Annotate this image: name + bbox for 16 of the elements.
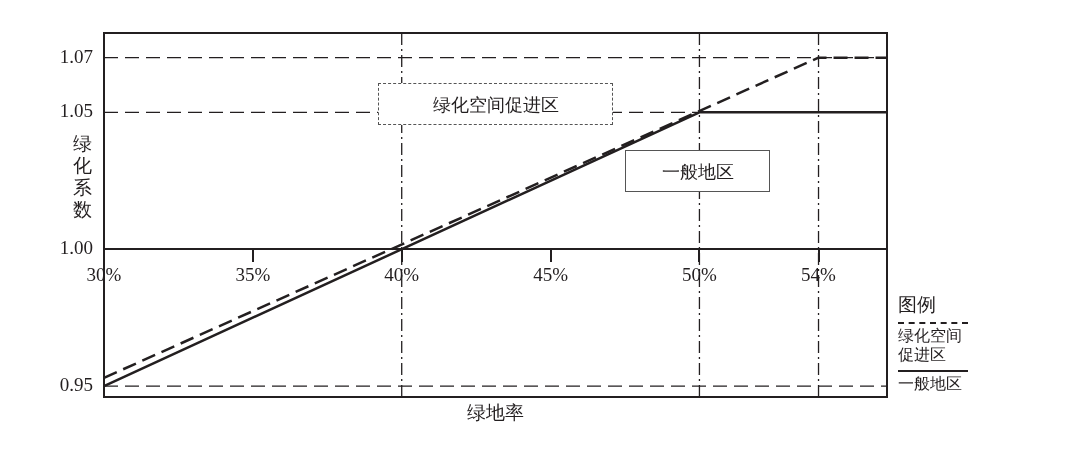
legend-label: 绿化空间促进区 — [898, 326, 963, 364]
x-axis-title: 绿地率 — [467, 400, 524, 425]
x-tick-label: 45% — [533, 263, 569, 285]
y-tick-label: 1.07 — [59, 45, 93, 67]
x-tick-label: 35% — [235, 263, 271, 285]
legend-label: 一般地区 — [898, 374, 963, 393]
y-tick-label: 1.05 — [59, 100, 93, 122]
y-axis-title: 绿化系数 — [72, 132, 92, 220]
y-tick-label: 1.00 — [59, 237, 93, 259]
y-tick-label: 0.95 — [59, 374, 93, 396]
x-tick-label: 40% — [384, 263, 420, 285]
text-box: 绿化空间促进区 — [378, 83, 613, 125]
legend-title: 图例 — [898, 292, 937, 317]
x-tick-label: 54% — [801, 263, 837, 285]
text-box: 一般地区 — [625, 150, 770, 192]
x-tick-label: 50% — [682, 263, 718, 285]
